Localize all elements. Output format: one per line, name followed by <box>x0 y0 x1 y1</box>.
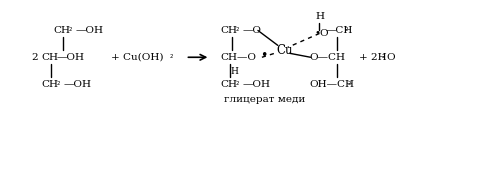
Text: $_2$: $_2$ <box>168 52 173 61</box>
Text: —O: —O <box>242 26 261 35</box>
Text: $_2$: $_2$ <box>56 79 62 88</box>
Text: + Cu(OH): + Cu(OH) <box>111 53 164 62</box>
Text: глицерат меди: глицерат меди <box>224 95 306 105</box>
Text: —OH: —OH <box>56 53 84 62</box>
Text: —CH: —CH <box>326 26 353 35</box>
Text: OH—CH: OH—CH <box>310 80 354 89</box>
Text: •O: •O <box>314 29 329 38</box>
Text: —OH: —OH <box>76 26 104 35</box>
Text: $_2$: $_2$ <box>235 25 240 34</box>
Text: Cu: Cu <box>276 44 293 57</box>
Text: CH—O: CH—O <box>220 53 256 62</box>
Text: —OH: —OH <box>242 80 270 89</box>
Text: + 2H: + 2H <box>359 53 387 62</box>
Text: $_2$: $_2$ <box>235 79 240 88</box>
Text: CH: CH <box>220 80 237 89</box>
Text: CH: CH <box>54 26 70 35</box>
Text: —OH: —OH <box>64 80 92 89</box>
Text: $_2$: $_2$ <box>68 25 73 34</box>
Text: H: H <box>230 67 238 76</box>
Text: CH: CH <box>220 26 237 35</box>
Text: $_2$: $_2$ <box>381 52 386 61</box>
Text: CH: CH <box>42 80 58 89</box>
Text: O: O <box>386 53 394 62</box>
Text: •: • <box>260 49 268 62</box>
Text: 2: 2 <box>32 53 38 62</box>
Text: O—CH: O—CH <box>310 53 346 62</box>
Text: CH: CH <box>42 53 58 62</box>
Text: $_2$: $_2$ <box>344 25 350 34</box>
Text: $_2$: $_2$ <box>348 79 352 88</box>
Text: H: H <box>315 12 324 21</box>
